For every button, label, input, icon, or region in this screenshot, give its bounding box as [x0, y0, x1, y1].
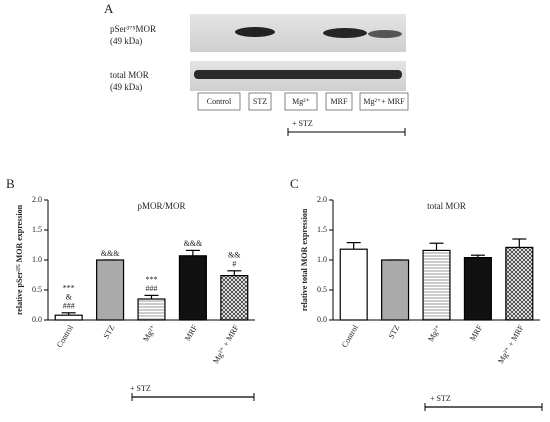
- annotation: &&&: [184, 239, 203, 248]
- y-tick-label: 2.0: [317, 195, 327, 204]
- bar: [339, 248, 368, 321]
- bar: [54, 314, 83, 321]
- x-tick-label: STZ: [387, 323, 402, 340]
- x-tick-label: Mg²⁺: [426, 323, 443, 343]
- lane-box: [284, 92, 318, 111]
- band: [368, 30, 402, 38]
- x-tick-label: Mg²⁺: [141, 323, 158, 343]
- row-kda: (49 kDa): [110, 82, 142, 92]
- row-kda: (49 kDa): [110, 36, 142, 46]
- band: [323, 28, 367, 38]
- chart-title: total MOR: [427, 201, 466, 211]
- x-tick-label: Control: [340, 323, 360, 349]
- bar: [422, 249, 451, 321]
- y-tick-label: 1.5: [32, 225, 42, 234]
- lane-box: [197, 92, 241, 111]
- y-tick-label: 0.5: [317, 285, 327, 294]
- lane-label: Mg²⁺: [292, 97, 310, 106]
- x-tick-label: MRF: [183, 323, 200, 343]
- annotation: #: [232, 260, 236, 269]
- annotation: &&&: [101, 249, 120, 258]
- y-tick-label: 1.0: [317, 255, 327, 264]
- treatment-label: + STZ: [430, 394, 451, 403]
- x-tick-label: Mg²⁺ + MRF: [211, 323, 241, 365]
- treatment-label: + STZ: [130, 384, 151, 393]
- y-axis-label: relative total MOR expression: [300, 208, 309, 311]
- panel-label: C: [290, 176, 299, 191]
- annotation: &&: [228, 251, 241, 260]
- annotation: &: [66, 293, 73, 302]
- bar: [137, 298, 166, 321]
- x-tick-label: MRF: [468, 323, 485, 343]
- panel-label: B: [6, 176, 15, 191]
- lane-box: [359, 92, 409, 111]
- y-axis-label: relative pSer³⁷⁵ MOR expression: [15, 204, 24, 315]
- bar: [381, 259, 410, 321]
- band: [194, 70, 402, 79]
- bar: [96, 259, 125, 321]
- annotation: ***: [146, 275, 158, 284]
- lane-label: MRF: [331, 97, 348, 106]
- x-tick-label: Mg²⁺ + MRF: [496, 323, 526, 365]
- treatment-label: + STZ: [292, 119, 313, 128]
- lane-labels: Control STZ Mg²⁺ MRF Mg²⁺+ MRF + STZ: [197, 92, 409, 136]
- lane-label: Control: [207, 97, 232, 106]
- y-tick-label: 2.0: [32, 195, 42, 204]
- lane-label: STZ: [253, 97, 267, 106]
- row-label: pSer³⁷⁵MOR: [110, 24, 156, 34]
- y-tick-label: 0.0: [317, 315, 327, 324]
- lane-box: [248, 92, 272, 111]
- annotation: ###: [63, 302, 75, 311]
- row-label: total MOR: [110, 70, 149, 80]
- y-tick-label: 0.0: [32, 315, 42, 324]
- chart-title: pMOR/MOR: [137, 201, 185, 211]
- lane-box: [325, 92, 353, 111]
- bar: [505, 246, 534, 321]
- band: [235, 27, 275, 37]
- annotation: ***: [63, 284, 75, 293]
- lane-label: Mg²⁺+ MRF: [363, 97, 405, 106]
- y-tick-label: 0.5: [32, 285, 42, 294]
- x-tick-label: Control: [55, 323, 75, 349]
- panel-a: A pSer³⁷⁵MOR (49 kDa) total MOR (49 kDa): [104, 1, 406, 92]
- y-tick-label: 1.5: [317, 225, 327, 234]
- annotation: ###: [146, 284, 158, 293]
- bar: [220, 275, 249, 321]
- x-tick-label: STZ: [102, 323, 117, 340]
- panel-label: A: [104, 1, 114, 16]
- bar: [178, 255, 207, 321]
- bar: [463, 257, 492, 321]
- y-tick-label: 1.0: [32, 255, 42, 264]
